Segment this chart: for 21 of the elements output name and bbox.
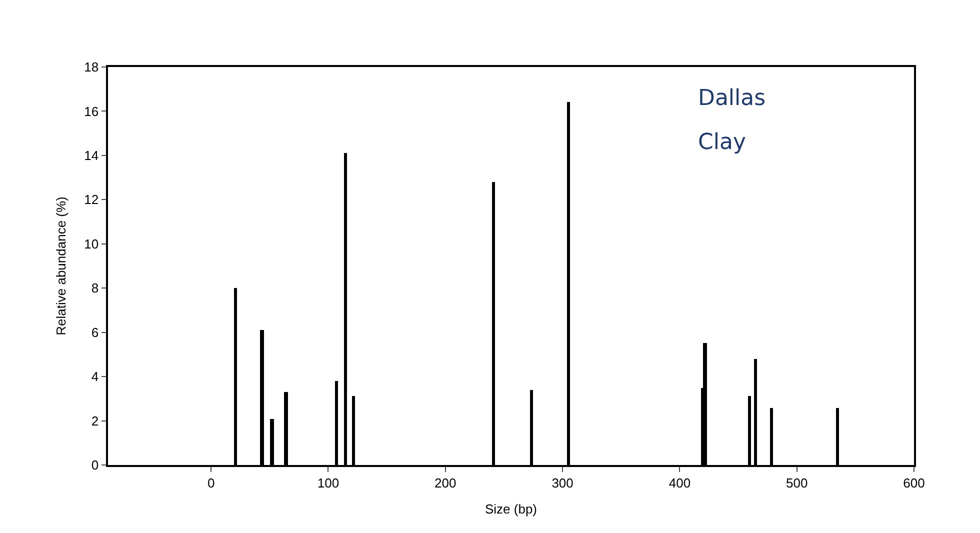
- x-tick-label: 500: [786, 475, 808, 490]
- y-tick-label: 8: [91, 280, 99, 296]
- x-axis-title: Size (bp): [484, 501, 538, 516]
- y-tick-label: 16: [84, 104, 99, 119]
- x-tick-label: 100: [317, 475, 340, 490]
- x-tick-label: 600: [903, 475, 925, 490]
- y-tick-label: 14: [84, 148, 99, 163]
- y-tick-label: 0: [91, 458, 99, 473]
- annotation: Clay: [698, 130, 746, 155]
- y-axis-title: Relative abundance (%): [54, 196, 69, 336]
- y-tick-label: 18: [84, 60, 99, 75]
- x-tick-label: 300: [552, 475, 574, 490]
- annotation: Dallas: [698, 86, 766, 111]
- y-tick-label: 4: [91, 369, 99, 384]
- x-tick-label: 400: [668, 475, 691, 490]
- y-tick-label: 12: [84, 192, 99, 208]
- y-tick-label: 2: [91, 413, 99, 428]
- y-tick-label: 10: [84, 236, 99, 252]
- x-tick-label: 0: [207, 475, 215, 490]
- x-tick-label: 200: [434, 475, 456, 490]
- y-tick-label: 6: [91, 324, 99, 340]
